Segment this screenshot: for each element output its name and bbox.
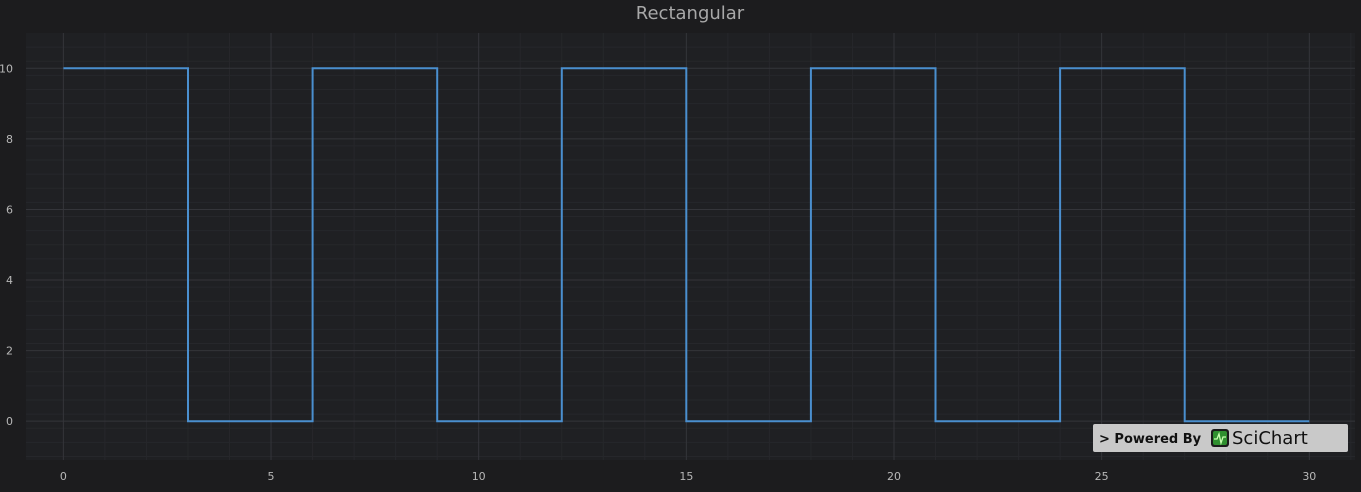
- scichart-brand-label: SciChart: [1232, 428, 1308, 449]
- x-tick-label: 15: [679, 470, 693, 483]
- x-tick-label: 25: [1095, 470, 1109, 483]
- powered-by-label: > Powered By: [1099, 432, 1202, 447]
- powered-by-badge[interactable]: > Powered By SciChart: [1093, 424, 1348, 452]
- x-tick-label: 20: [887, 470, 901, 483]
- y-tick-label: 6: [6, 203, 13, 216]
- plot-area: [26, 33, 1355, 460]
- y-tick-label: 8: [6, 133, 13, 146]
- y-tick-label: 0: [6, 415, 13, 428]
- y-axis: 0 2 4 6 8 10: [0, 62, 13, 428]
- x-tick-label: 10: [472, 470, 486, 483]
- series-line-1: [63, 67, 1310, 423]
- scichart-logo-icon: [1211, 429, 1229, 447]
- y-tick-label: 4: [6, 274, 13, 287]
- x-axis: 0 5 10 15 20 25 30: [60, 470, 1316, 483]
- y-tick-label: 2: [6, 345, 13, 358]
- x-tick-label: 0: [60, 470, 67, 483]
- x-tick-label: 5: [268, 470, 275, 483]
- x-tick-label: 30: [1302, 470, 1316, 483]
- series-layer: [63, 67, 1310, 423]
- y-tick-label: 10: [0, 62, 13, 75]
- chart-title: Rectangular: [636, 3, 745, 24]
